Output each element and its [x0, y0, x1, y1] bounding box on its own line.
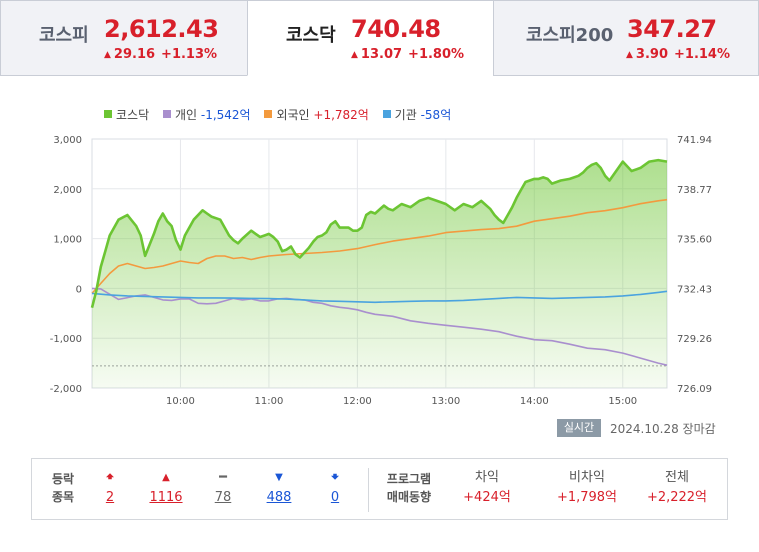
legend-kosdaq[interactable]: 코스닥 — [104, 106, 149, 123]
total-value: +2,222억 — [646, 490, 708, 505]
tab-kosdaq-change-pct: +1.80% — [408, 47, 465, 62]
tab-kosdaq-name: 코스닥 — [286, 25, 336, 46]
unchanged-col: ━ 78 — [198, 469, 248, 509]
program-label: 프로그램 매매동향 — [380, 470, 438, 506]
realtime-badge[interactable]: 실시간 — [557, 419, 601, 437]
left-axis-tick: 1,000 — [53, 235, 82, 246]
tab-kosdaq-value: 740.48 — [351, 15, 441, 43]
index-tabs: 코스피 2,612.43 ▲ 29.16 +1.13% 코스닥 740.48 ▲ 13… — [0, 0, 759, 78]
lower-limit-arrow-icon: 🠻 — [330, 470, 339, 485]
institution-swatch-icon — [382, 110, 391, 118]
institution-line — [91, 290, 668, 304]
program-total: 전체 +2,222억 — [632, 469, 722, 509]
left-axis-tick: -1,000 — [50, 334, 82, 345]
right-axis-tick: 726.09 — [677, 384, 712, 395]
legend-institution[interactable]: 기관 -58억 — [382, 106, 452, 123]
up-triangle-icon: ▲ — [104, 50, 111, 60]
rise-count[interactable]: 1116 — [149, 490, 183, 505]
left-axis-tick: 0 — [76, 284, 82, 295]
legend-institution-value: -58억 — [420, 108, 452, 122]
arbitrage-value: +424억 — [463, 490, 511, 505]
market-date-status: 2024.10.28 장마감 — [610, 420, 716, 437]
tab-kosdaq[interactable]: 코스닥 740.48 ▲ 13.07 +1.80% — [247, 0, 494, 76]
tab-kospi-name: 코스피 — [39, 25, 89, 46]
tab-kospi-change-value: 29.16 — [113, 47, 156, 62]
rise-col: ▲ 1116 — [141, 469, 191, 509]
up-triangle-icon: ▲ — [626, 50, 633, 60]
stats-divider — [368, 468, 369, 512]
legend-individual[interactable]: 개인 -1,542억 — [162, 106, 251, 123]
right-axis-tick: 738.77 — [677, 185, 712, 196]
legend-foreign-value: +1,782억 — [313, 108, 369, 122]
right-axis-tick: 732.43 — [677, 284, 712, 295]
fall-triangle-icon: ▼ — [275, 472, 283, 483]
total-label: 전체 — [665, 470, 689, 485]
legend-institution-label: 기관 — [394, 108, 417, 122]
tab-kospi200-change-pct: +1.14% — [674, 47, 730, 62]
tab-kospi-change: ▲ 29.16 +1.13% — [104, 47, 217, 62]
legend-individual-label: 개인 — [174, 108, 198, 122]
left-axis-tick: 3,000 — [53, 135, 82, 146]
right-axis-tick: 729.26 — [677, 334, 712, 345]
non-arbitrage-value: +1,798억 — [556, 490, 618, 505]
tab-kospi200-change-value: 3.90 — [635, 47, 668, 62]
kosdaq-area — [92, 160, 667, 388]
lower-limit-count[interactable]: 0 — [330, 490, 340, 505]
non-arbitrage-label: 비차익 — [569, 470, 605, 485]
program-label-line1: 프로그램 — [386, 472, 432, 486]
foreign-swatch-icon — [264, 110, 273, 118]
right-axis-tick: 735.60 — [677, 235, 712, 246]
x-axis-tick: 14:00 — [520, 396, 549, 407]
updown-label: 등락 종목 — [46, 470, 80, 506]
fall-count[interactable]: 488 — [266, 490, 292, 505]
updown-label-line1: 등락 — [51, 472, 75, 486]
upper-limit-col: 🠹 2 — [85, 469, 135, 509]
upper-limit-count[interactable]: 2 — [105, 490, 115, 505]
unchanged-count[interactable]: 78 — [214, 490, 232, 505]
legend-foreign[interactable]: 외국인 +1,782억 — [264, 106, 369, 123]
x-axis-tick: 13:00 — [431, 396, 460, 407]
fall-col: ▼ 488 — [254, 469, 304, 509]
x-axis-tick: 11:00 — [255, 396, 284, 407]
tab-kospi200-value: 347.27 — [627, 15, 717, 43]
market-date: 2024.10.28 — [610, 422, 679, 436]
up-triangle-icon: ▲ — [351, 50, 358, 60]
program-label-line2: 매매동향 — [386, 490, 432, 504]
tab-kospi[interactable]: 코스피 2,612.43 ▲ 29.16 +1.13% — [0, 0, 248, 76]
tab-kospi-value: 2,612.43 — [104, 15, 219, 43]
updown-label-line2: 종목 — [51, 490, 75, 504]
tab-kosdaq-change-value: 13.07 — [360, 47, 403, 62]
program-arbitrage: 차익 +424억 — [452, 469, 522, 509]
kosdaq-line — [90, 158, 668, 309]
individual-line — [91, 287, 668, 366]
left-axis-tick: 2,000 — [53, 185, 82, 196]
individual-swatch-icon — [162, 110, 171, 118]
x-axis-tick: 12:00 — [343, 396, 372, 407]
tab-kospi200[interactable]: 코스피200 347.27 ▲ 3.90 +1.14% — [493, 0, 759, 76]
program-non-arbitrage: 비차익 +1,798억 — [542, 469, 632, 509]
tab-kospi-change-pct: +1.13% — [161, 47, 218, 62]
legend-individual-value: -1,542억 — [200, 108, 251, 122]
tab-kospi200-change: ▲ 3.90 +1.14% — [626, 47, 730, 62]
lower-limit-col: 🠻 0 — [310, 469, 360, 509]
kosdaq-swatch-icon — [104, 110, 112, 118]
market-session: 장마감 — [682, 422, 716, 436]
kosdaq-investor-chart: 3,000 2,000 1,000 0 -1,000 -2,000 741.94 738.77… — [50, 135, 712, 407]
legend-kosdaq-label: 코스닥 — [116, 108, 150, 122]
left-axis-tick: -2,000 — [50, 384, 82, 395]
rise-triangle-icon: ▲ — [162, 472, 170, 483]
x-axis-tick: 15:00 — [608, 396, 637, 407]
x-axis-tick: 10:00 — [166, 396, 195, 407]
unchanged-dash-icon: ━ — [219, 470, 227, 485]
arbitrage-label: 차익 — [475, 470, 499, 485]
market-stats-panel: 등락 종목 🠹 2 ▲ 1116 ━ 78 ▼ 488 🠻 0 프로그램 매매동… — [31, 458, 728, 520]
chart-legend: 코스닥 개인 -1,542억 외국인 +1,782억 기관 -58억 — [104, 106, 461, 123]
right-axis-tick: 741.94 — [677, 135, 712, 146]
legend-foreign-label: 외국인 — [276, 108, 310, 122]
tab-kosdaq-change: ▲ 13.07 +1.80% — [351, 47, 464, 62]
tab-kospi200-name: 코스피200 — [526, 25, 614, 46]
upper-limit-arrow-icon: 🠹 — [105, 470, 114, 485]
